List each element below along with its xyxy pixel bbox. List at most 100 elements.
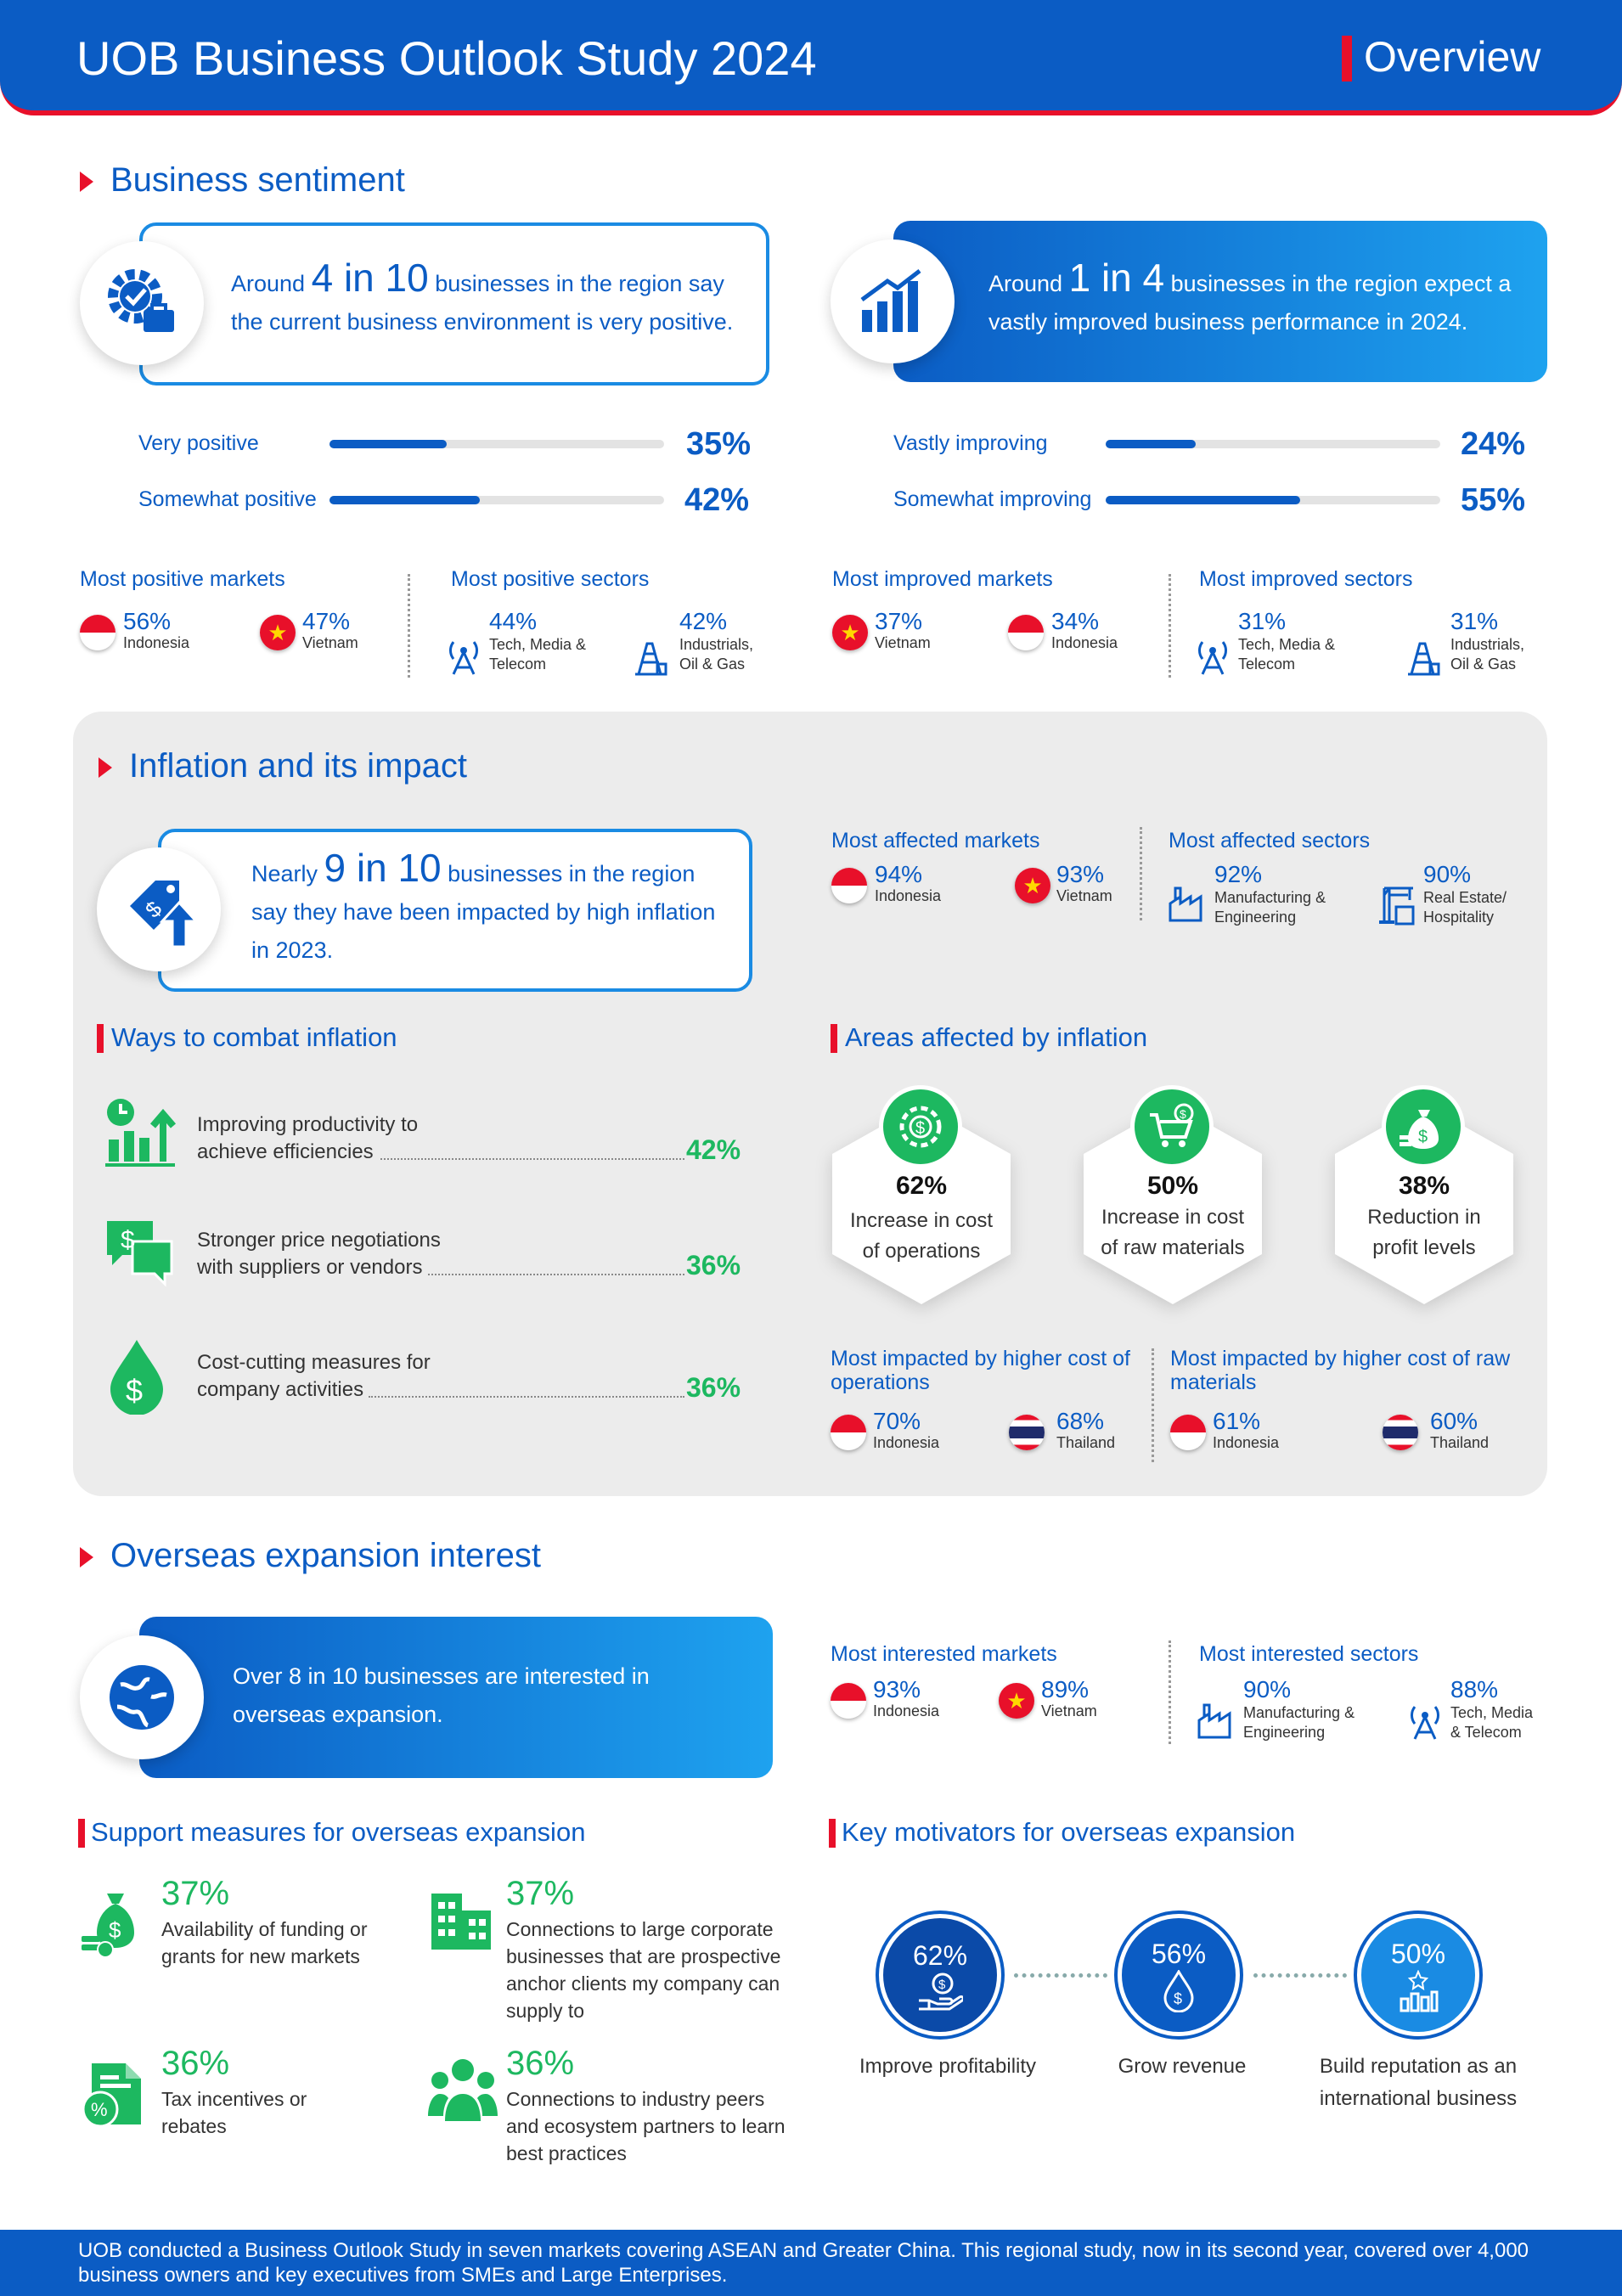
cart-dollar-icon: $ <box>1130 1085 1214 1168</box>
motivator-pct: 50% <box>1390 1938 1446 1969</box>
leader-dots <box>380 1158 684 1160</box>
area-label-1: Reduction in <box>1367 1206 1481 1229</box>
sector-name: Industrials, Oil & Gas <box>1450 636 1525 672</box>
market-name: Indonesia <box>123 634 190 651</box>
sector-pct: 90% <box>1243 1676 1292 1702</box>
svg-text:$: $ <box>1174 1990 1182 2007</box>
bar-track <box>1106 496 1440 504</box>
svg-text:$: $ <box>1418 1128 1428 1146</box>
drop-dollar-icon: $ <box>1163 1969 1194 2012</box>
market-name: Vietnam <box>875 634 931 651</box>
flag-vietnam-icon: ★ <box>260 615 296 650</box>
flag-indonesia-icon <box>831 1415 866 1450</box>
sector-name: Tech, Media & Telecom <box>1238 636 1336 672</box>
section-marker <box>80 1547 93 1567</box>
bar-label: Very positive <box>138 431 259 455</box>
svg-text:%: % <box>91 2099 108 2120</box>
area-label-1: Increase in cost <box>1101 1206 1245 1229</box>
motivators-title: Key motivators for overseas expansion <box>842 1817 1296 1847</box>
bar-track <box>1106 440 1440 448</box>
market-name: Indonesia <box>873 1702 940 1719</box>
divider <box>1169 574 1171 678</box>
market-pct: 47% <box>302 608 351 634</box>
gear-briefcase-icon <box>80 241 204 365</box>
svg-text:$: $ <box>1180 1107 1186 1121</box>
support-pct: 36% <box>506 2045 575 2082</box>
footer: UOB conducted a Business Outlook Study i… <box>0 2230 1622 2296</box>
sector-name: Tech, Media & Telecom <box>1450 1704 1534 1741</box>
combat-pct: 36% <box>686 1372 741 1403</box>
market-name: Thailand <box>1056 1434 1116 1451</box>
coins-gear-icon: $ <box>879 1085 962 1168</box>
svg-text:$: $ <box>126 1373 143 1408</box>
group-title: Most impacted by higher cost of operatio… <box>831 1347 1130 1394</box>
sector-name: Manufacturing & Engineering <box>1214 889 1326 926</box>
bar-value: 35% <box>686 426 752 462</box>
globe-icon <box>80 1635 204 1759</box>
office-building-icon <box>428 1890 494 1957</box>
flag-thailand-icon <box>1383 1415 1418 1450</box>
subsection-marker <box>78 1819 85 1848</box>
market-pct: 37% <box>875 608 923 634</box>
inflation-text: Nearly 9 in 10 businesses in the region … <box>251 846 716 963</box>
subsection-marker <box>97 1024 104 1053</box>
connector-dots <box>1253 1973 1347 1978</box>
section-marker <box>80 172 93 192</box>
overseas-text: Over 8 in 10 businesses are interested i… <box>233 1663 650 1727</box>
page-header: UOB Business Outlook Study 2024 Overview <box>0 0 1622 115</box>
support-text: Connections to large corporate businesse… <box>506 1918 781 2022</box>
money-bag-coins-icon: $ <box>80 1890 148 1962</box>
market-name: Vietnam <box>302 634 358 651</box>
market-pct: 70% <box>873 1408 921 1434</box>
chat-dollar-icon: $ <box>104 1216 175 1292</box>
market-name: Indonesia <box>1213 1434 1280 1451</box>
support-title: Support measures for overseas expansion <box>91 1817 586 1847</box>
support-text: Availability of funding or grants for ne… <box>161 1918 368 1967</box>
leader-dots <box>428 1274 684 1275</box>
sector-name: Real Estate/ Hospitality <box>1423 889 1507 926</box>
flag-indonesia-icon <box>831 868 867 903</box>
growth-chart-icon <box>831 239 955 363</box>
flag-indonesia-icon <box>1008 615 1044 650</box>
market-name: Indonesia <box>873 1434 940 1451</box>
factory-icon <box>1167 885 1206 928</box>
sector-name: Industrials, Oil & Gas <box>679 636 754 672</box>
group-title: Most interested sectors <box>1199 1642 1419 1666</box>
motivator-label: Improve profitability <box>859 2055 1037 2078</box>
motivator-ring: 62% $ <box>876 1911 1005 2040</box>
market-pct: 68% <box>1056 1408 1105 1434</box>
market-name: Thailand <box>1430 1434 1490 1451</box>
antenna-icon <box>1406 1703 1444 1745</box>
area-pct: 38% <box>1398 1172 1450 1200</box>
area-pct: 62% <box>895 1172 948 1200</box>
group-title: Most impacted by higher cost of raw mate… <box>1170 1347 1511 1394</box>
factory-icon <box>1196 1702 1235 1745</box>
support-text: Tax incentives or rebates <box>161 2088 307 2137</box>
bar-track <box>329 496 664 504</box>
price-tag-up-icon: $ <box>97 847 221 971</box>
flag-vietnam-icon: ★ <box>1015 868 1050 903</box>
bar-value: 24% <box>1461 426 1526 462</box>
page-title: UOB Business Outlook Study 2024 <box>76 31 817 85</box>
divider <box>1140 827 1142 920</box>
svg-text:$: $ <box>938 1978 946 1992</box>
subsection-marker <box>829 1819 836 1848</box>
hand-coin-icon: $ <box>919 1972 963 2010</box>
combat-line1: Stronger price negotiations <box>197 1229 441 1252</box>
market-name: Vietnam <box>1056 887 1112 904</box>
bar-value: 42% <box>684 482 750 518</box>
sentiment-left-text: Around 4 in 10 businesses in the region … <box>231 256 734 335</box>
oil-rig-icon <box>632 639 669 680</box>
sentiment-title: Business sentiment <box>110 161 405 199</box>
area-label-1: Increase in cost <box>849 1209 994 1232</box>
group-title: Most improved markets <box>832 567 1053 591</box>
crane-icon <box>1376 883 1416 930</box>
motivator-label-2: international business <box>1319 2087 1518 2110</box>
svg-text:$: $ <box>109 1917 121 1943</box>
group-title: Most improved sectors <box>1199 567 1413 591</box>
bar-fill <box>1106 496 1300 504</box>
divider <box>408 574 410 678</box>
combat-line1: Improving productivity to <box>197 1113 419 1136</box>
area-pct: 50% <box>1146 1172 1199 1200</box>
bar-fill <box>1106 440 1197 448</box>
